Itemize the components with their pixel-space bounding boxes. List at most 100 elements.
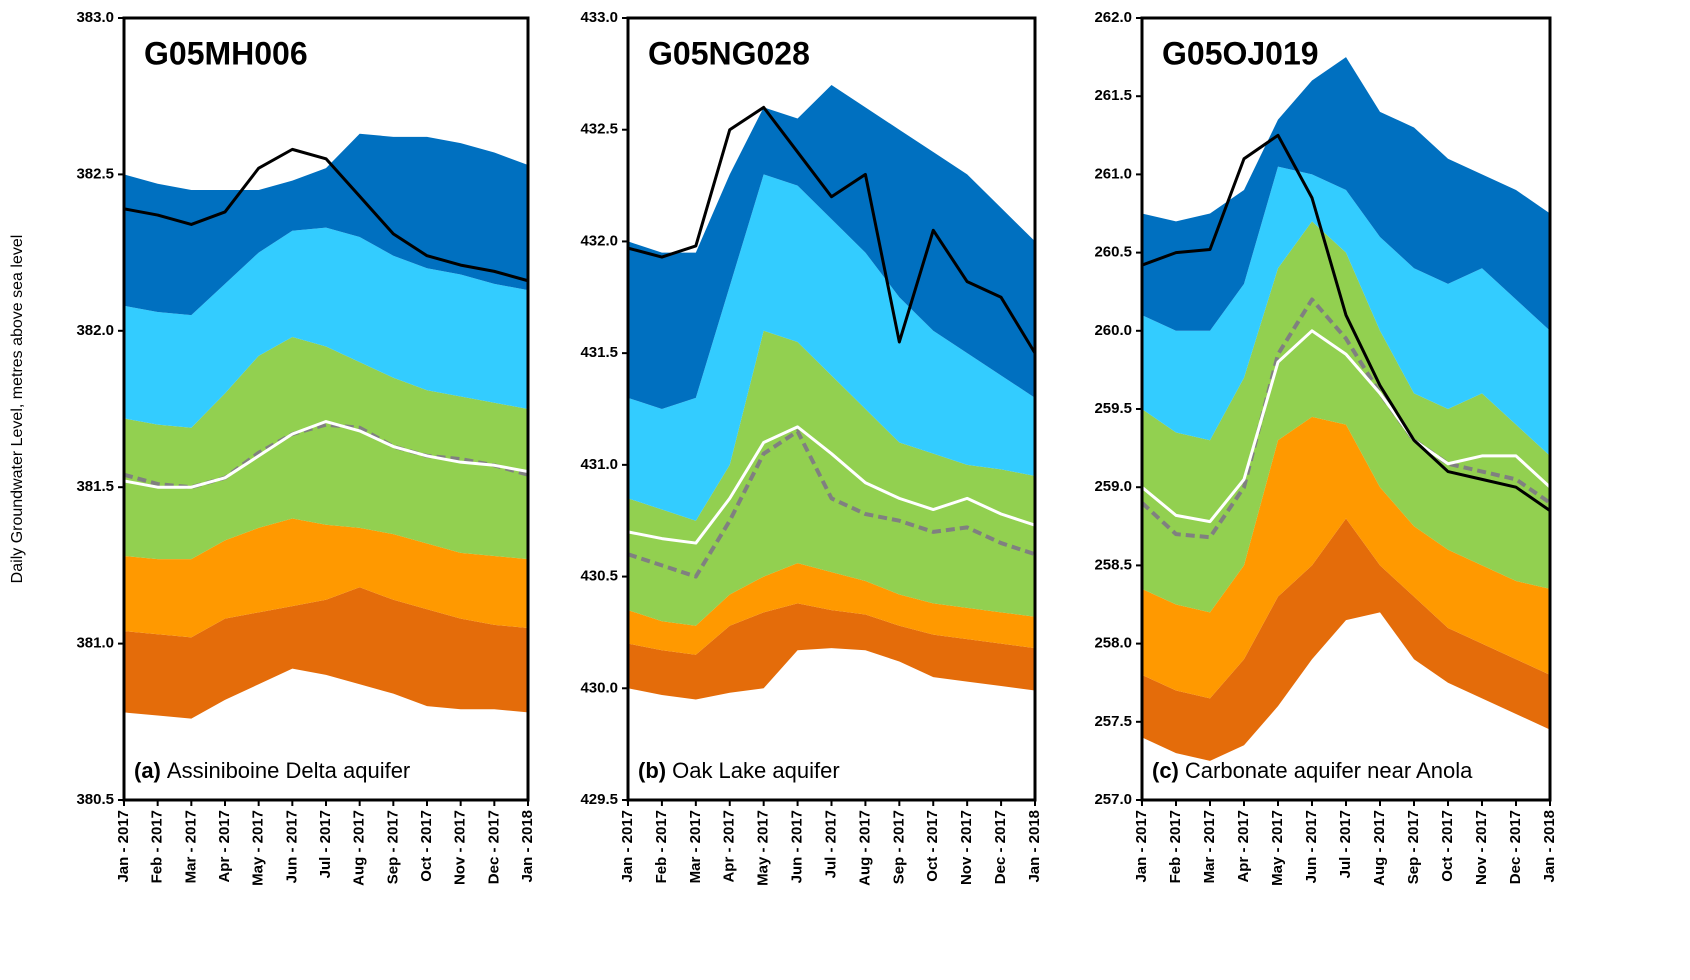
x-tick-label: Nov - 2017 <box>452 810 469 885</box>
percentile-band <box>1142 166 1550 456</box>
x-tick-label: Jul - 2017 <box>822 810 839 878</box>
panel-caption: (c) Carbonate aquifer near Anola <box>1152 758 1473 783</box>
y-tick-label: 258.5 <box>1094 556 1132 573</box>
x-tick-label: Aug - 2017 <box>856 810 873 886</box>
x-tick-label: Jul - 2017 <box>1337 810 1354 878</box>
y-tick-label: 382.5 <box>76 165 114 182</box>
y-tick-label: 433.0 <box>580 9 618 26</box>
percentile-band <box>124 133 528 316</box>
y-tick-label: 262.0 <box>1094 9 1132 26</box>
caption-text: Oak Lake aquifer <box>672 758 840 783</box>
level-line <box>627 429 1036 579</box>
y-tick-label: 431.5 <box>580 344 618 361</box>
panel-caption: (a) Assiniboine Delta aquifer <box>134 758 410 783</box>
x-tick-label: May - 2017 <box>1269 810 1286 886</box>
x-tick-label: Jan - 2017 <box>619 810 636 883</box>
panel: 380.5 381.0 381.5 382.0 382.5 383.0 Jan - 2017… <box>9 9 536 886</box>
level-line <box>627 105 1037 354</box>
x-tick-label: May - 2017 <box>755 810 772 886</box>
percentile-band <box>124 518 528 638</box>
level-line <box>123 420 529 489</box>
x-tick-label: Dec - 2017 <box>485 810 502 884</box>
y-tick-label: 260.5 <box>1094 244 1132 261</box>
caption-text: Assiniboine Delta aquifer <box>167 758 410 783</box>
y-tick-label: 261.0 <box>1094 165 1132 182</box>
x-tick-label: Sep - 2017 <box>890 810 907 884</box>
x-tick-label: Oct - 2017 <box>1439 810 1456 882</box>
x-tick-label: Jan - 2018 <box>1541 810 1558 883</box>
percentile-band <box>1142 221 1550 613</box>
percentile-band <box>628 174 1035 521</box>
x-tick-label: Oct - 2017 <box>924 810 941 882</box>
x-tick-label: Oct - 2017 <box>418 810 435 882</box>
level-line <box>1140 297 1552 540</box>
percentile-band <box>1142 57 1550 331</box>
x-tick-label: Aug - 2017 <box>351 810 368 886</box>
y-tick-label: 432.5 <box>580 121 618 138</box>
y-tick-label: 258.0 <box>1094 635 1132 652</box>
y-tick-label: 257.0 <box>1094 791 1132 808</box>
x-tick-label: Apr - 2017 <box>216 810 233 883</box>
y-tick-label: 429.5 <box>580 791 618 808</box>
y-tick-label: 380.5 <box>76 791 114 808</box>
y-tick-label: 381.0 <box>76 635 114 652</box>
y-tick-label: 382.0 <box>76 322 114 339</box>
x-tick-label: Jan - 2017 <box>115 810 132 883</box>
panel-label: (c) <box>1152 758 1179 783</box>
panel-caption: (b) Oak Lake aquifer <box>638 758 840 783</box>
x-tick-label: Sep - 2017 <box>1405 810 1422 884</box>
y-tick-label: 381.5 <box>76 478 114 495</box>
x-tick-label: Dec - 2017 <box>1507 810 1524 884</box>
x-tick-label: Aug - 2017 <box>1371 810 1388 886</box>
panel-title: G05MH006 <box>144 35 308 71</box>
percentile-band <box>124 337 528 560</box>
level-line <box>627 425 1036 545</box>
x-tick-label: Mar - 2017 <box>182 810 199 883</box>
y-tick-label: 432.0 <box>580 232 618 249</box>
panel-label: (b) <box>638 758 666 783</box>
panel-title: G05OJ019 <box>1162 35 1319 71</box>
percentile-band <box>628 603 1035 700</box>
y-tick-label: 261.5 <box>1094 87 1132 104</box>
panel-label: (a) <box>134 758 161 783</box>
x-tick-label: Jun - 2017 <box>1303 810 1320 883</box>
y-tick-label: 430.0 <box>580 679 618 696</box>
y-tick-label: 259.5 <box>1094 400 1132 417</box>
x-tick-label: Nov - 2017 <box>958 810 975 885</box>
y-axis-label: Daily Groundwater Level, metres above se… <box>9 235 26 584</box>
level-line <box>1141 329 1552 524</box>
y-tick-label: 259.0 <box>1094 478 1132 495</box>
panel-title: G05NG028 <box>648 35 810 71</box>
x-tick-label: Jan - 2018 <box>519 810 536 883</box>
x-tick-label: Mar - 2017 <box>687 810 704 883</box>
x-tick-label: Jul - 2017 <box>317 810 334 878</box>
x-tick-label: Jun - 2017 <box>283 810 300 883</box>
x-tick-label: Apr - 2017 <box>1235 810 1252 883</box>
panel: 257.0 257.5 258.0 258.5 259.0 259.5 260.0 260.5… <box>1094 9 1558 886</box>
percentile-band <box>1142 416 1550 699</box>
y-tick-label: 431.0 <box>580 456 618 473</box>
x-tick-label: Jun - 2017 <box>789 810 806 883</box>
y-tick-label: 430.5 <box>580 568 618 585</box>
caption-text: Carbonate aquifer near Anola <box>1185 758 1473 783</box>
x-tick-label: Dec - 2017 <box>992 810 1009 884</box>
x-tick-label: Apr - 2017 <box>721 810 738 883</box>
percentile-band <box>1142 518 1550 761</box>
percentile-band <box>628 330 1035 626</box>
x-tick-label: Feb - 2017 <box>653 810 670 883</box>
y-tick-label: 383.0 <box>76 9 114 26</box>
percentile-band <box>628 85 1035 410</box>
x-tick-label: Sep - 2017 <box>384 810 401 884</box>
panel: 429.5 430.0 430.5 431.0 431.5 432.0 432.5 433.0… <box>580 9 1043 886</box>
percentile-band <box>628 563 1035 655</box>
x-tick-label: Feb - 2017 <box>149 810 166 883</box>
percentile-band <box>124 587 528 719</box>
x-tick-label: Jan - 2017 <box>1133 810 1150 883</box>
level-line <box>123 147 529 283</box>
x-tick-label: Nov - 2017 <box>1473 810 1490 885</box>
x-tick-label: Mar - 2017 <box>1201 810 1218 883</box>
y-tick-label: 257.5 <box>1094 713 1132 730</box>
y-tick-label: 260.0 <box>1094 322 1132 339</box>
